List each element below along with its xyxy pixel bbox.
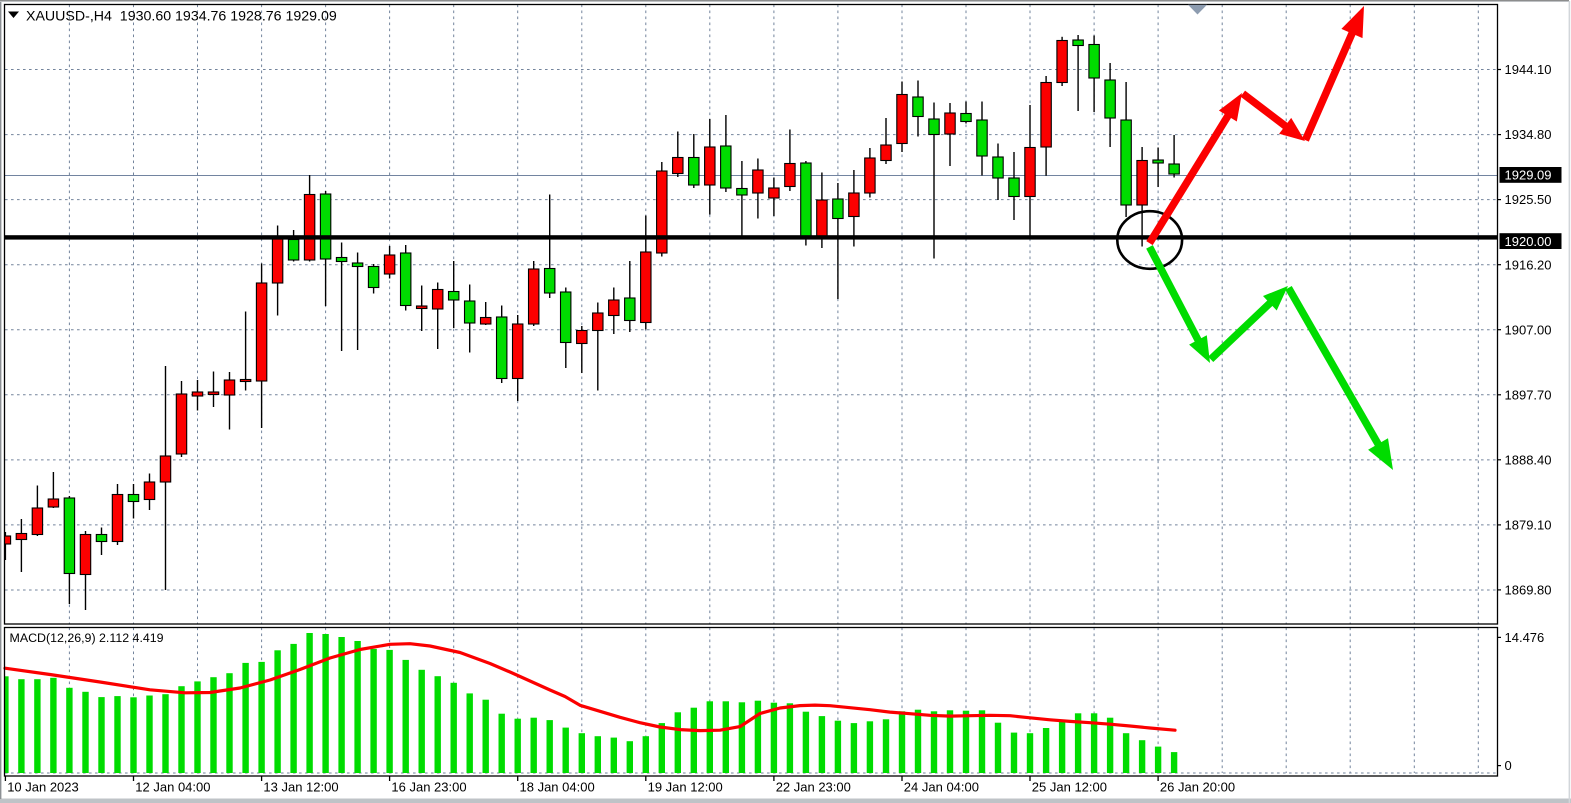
svg-text:1934.80: 1934.80 bbox=[1505, 127, 1552, 142]
svg-text:25 Jan 12:00: 25 Jan 12:00 bbox=[1032, 780, 1107, 795]
svg-text:1897.70: 1897.70 bbox=[1505, 387, 1552, 402]
svg-text:1869.80: 1869.80 bbox=[1505, 583, 1552, 598]
svg-text:1916.20: 1916.20 bbox=[1505, 257, 1552, 272]
svg-text:1944.10: 1944.10 bbox=[1505, 62, 1552, 77]
svg-text:1925.50: 1925.50 bbox=[1505, 192, 1552, 207]
svg-text:1929.09: 1929.09 bbox=[1505, 168, 1552, 183]
svg-text:14.476: 14.476 bbox=[1505, 630, 1545, 645]
svg-text:19 Jan 12:00: 19 Jan 12:00 bbox=[648, 780, 723, 795]
svg-text:18 Jan 04:00: 18 Jan 04:00 bbox=[520, 780, 595, 795]
svg-text:1907.00: 1907.00 bbox=[1505, 322, 1552, 337]
svg-text:26 Jan 20:00: 26 Jan 20:00 bbox=[1160, 780, 1235, 795]
svg-text:13 Jan 12:00: 13 Jan 12:00 bbox=[263, 780, 338, 795]
svg-text:MACD(12,26,9) 2.112 4.419: MACD(12,26,9) 2.112 4.419 bbox=[10, 631, 164, 645]
svg-text:24 Jan 04:00: 24 Jan 04:00 bbox=[904, 780, 979, 795]
svg-text:1888.40: 1888.40 bbox=[1505, 452, 1552, 467]
svg-text:12 Jan 04:00: 12 Jan 04:00 bbox=[135, 780, 210, 795]
svg-text:XAUUSD-,H4 1930.60 1934.76 19: XAUUSD-,H4 1930.60 1934.76 1928.76 1929.… bbox=[26, 9, 337, 25]
svg-text:1920.00: 1920.00 bbox=[1505, 234, 1552, 249]
svg-text:0: 0 bbox=[1505, 758, 1512, 773]
svg-text:22 Jan 23:00: 22 Jan 23:00 bbox=[776, 780, 851, 795]
svg-text:1879.10: 1879.10 bbox=[1505, 518, 1552, 533]
svg-text:16 Jan 23:00: 16 Jan 23:00 bbox=[391, 780, 466, 795]
svg-text:10 Jan 2023: 10 Jan 2023 bbox=[7, 780, 79, 795]
